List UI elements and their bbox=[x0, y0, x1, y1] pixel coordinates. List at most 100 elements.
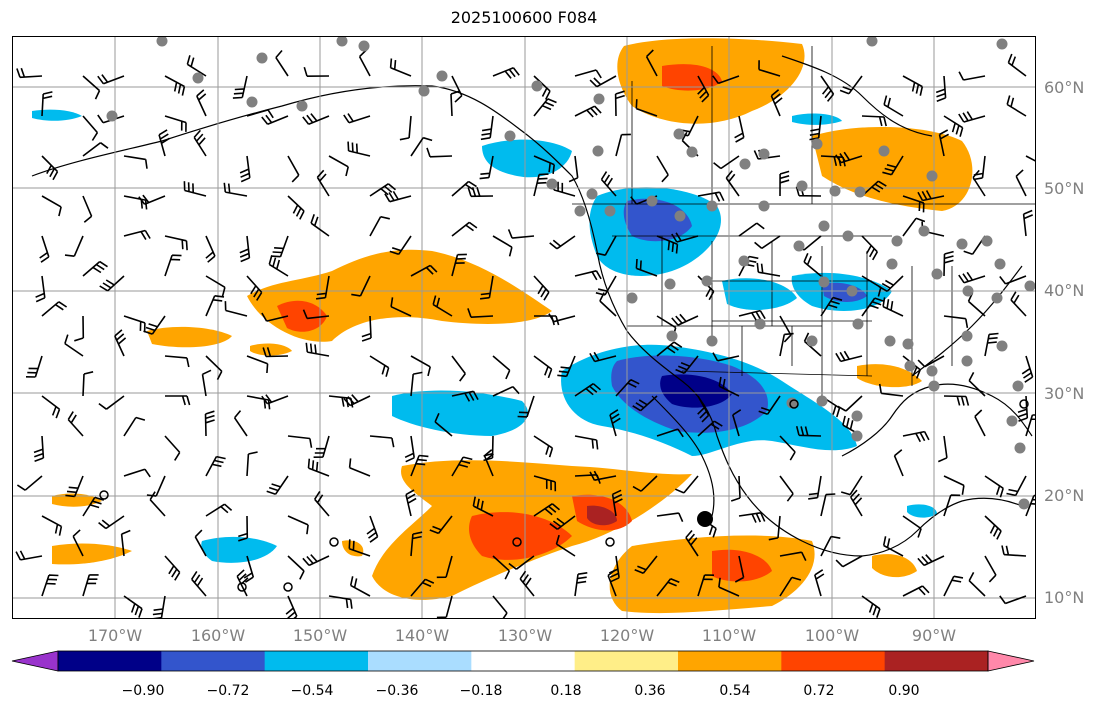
station-dot bbox=[674, 210, 686, 222]
wind-barb bbox=[410, 355, 431, 377]
wind-barb bbox=[285, 595, 298, 619]
station-dot bbox=[926, 170, 938, 182]
station-dot bbox=[996, 38, 1008, 50]
shade-cyan bbox=[32, 109, 82, 121]
wind-barb bbox=[1010, 291, 1027, 317]
station-dot bbox=[866, 36, 878, 47]
wind-barb bbox=[302, 554, 330, 567]
wind-barb bbox=[984, 555, 997, 583]
wind-barb bbox=[287, 555, 305, 580]
wind-barb bbox=[533, 435, 554, 458]
station-dot bbox=[686, 146, 698, 158]
wind-barb bbox=[64, 334, 84, 357]
coastlines bbox=[31, 55, 1033, 557]
shade-orange bbox=[250, 343, 292, 356]
shade-cyan bbox=[201, 536, 277, 563]
wind-barb bbox=[236, 569, 249, 597]
wind-barb bbox=[451, 221, 478, 237]
station-dot bbox=[504, 130, 516, 142]
wind-barb bbox=[164, 355, 190, 368]
wind-barb bbox=[232, 75, 248, 99]
colorbar-tick-label: −0.18 bbox=[459, 683, 503, 699]
wind-barb bbox=[820, 493, 836, 517]
wind-barb bbox=[275, 49, 289, 77]
station-dot bbox=[646, 195, 658, 207]
wind-barb bbox=[902, 75, 924, 96]
station-dot bbox=[829, 185, 841, 197]
wind-barb bbox=[902, 217, 926, 237]
wind-barb bbox=[1021, 355, 1034, 383]
wind-barb bbox=[984, 332, 999, 357]
wind-barb bbox=[779, 551, 807, 561]
lon-label-160w: 160°W bbox=[190, 626, 246, 645]
lon-label-170w: 170°W bbox=[87, 626, 143, 645]
wind-barb bbox=[615, 133, 631, 157]
wind-barb bbox=[635, 99, 658, 117]
wind-barb bbox=[434, 412, 453, 437]
wind-barb bbox=[878, 383, 904, 397]
shade-cyan bbox=[392, 390, 528, 436]
wind-barb bbox=[271, 235, 289, 258]
wind-barb bbox=[164, 435, 181, 461]
positive-anomaly-regions bbox=[52, 38, 973, 614]
wind-barb bbox=[479, 155, 494, 180]
wind-barb bbox=[328, 595, 353, 609]
station-dot bbox=[1018, 498, 1030, 510]
wind-barb bbox=[533, 503, 561, 517]
station-dot bbox=[436, 70, 448, 82]
shade-orange bbox=[52, 543, 132, 565]
colorbar-tick-label: −0.90 bbox=[121, 683, 165, 699]
open-circle-marker bbox=[512, 537, 522, 547]
wind-barb bbox=[779, 170, 790, 197]
station-dot bbox=[106, 110, 118, 122]
wind-barb bbox=[287, 195, 305, 220]
wind-barb bbox=[287, 155, 300, 183]
wind-barb bbox=[958, 71, 986, 81]
station-dot bbox=[701, 275, 713, 287]
wind-barb bbox=[820, 535, 841, 557]
wind-barb bbox=[840, 475, 863, 496]
wind-barb bbox=[943, 494, 961, 517]
wind-barb bbox=[436, 555, 453, 579]
wind-barb bbox=[302, 309, 330, 320]
colorbar-outline bbox=[57, 650, 989, 672]
wind-barb bbox=[82, 195, 93, 223]
wind-barb bbox=[451, 75, 463, 103]
wind-barb bbox=[599, 292, 617, 317]
wind-barb bbox=[72, 529, 84, 557]
wind-barb bbox=[837, 395, 863, 412]
wind-barb bbox=[450, 90, 461, 117]
shade-redorange bbox=[469, 512, 572, 560]
wind-barb bbox=[149, 491, 166, 517]
station-dot bbox=[192, 72, 204, 84]
wind-barb bbox=[451, 456, 473, 477]
station-dot bbox=[246, 96, 258, 108]
wind-barb bbox=[390, 297, 412, 317]
wind-barb bbox=[943, 115, 964, 137]
colorbar-tick-label: −0.54 bbox=[290, 683, 334, 699]
wind-barb bbox=[41, 574, 59, 597]
wind-barb bbox=[902, 195, 925, 213]
wind-barb bbox=[902, 515, 922, 538]
wind-barb bbox=[204, 410, 215, 437]
wind-barb bbox=[574, 105, 602, 118]
wind-barb bbox=[492, 385, 520, 397]
wind-barb bbox=[734, 555, 745, 583]
wind-barb bbox=[492, 595, 508, 619]
wind-barb bbox=[596, 235, 617, 256]
wind-barb bbox=[492, 355, 511, 380]
wind-barb bbox=[399, 115, 412, 141]
station-dot bbox=[818, 220, 830, 232]
wind-barb bbox=[472, 496, 494, 517]
wind-barb bbox=[205, 355, 223, 380]
wind-barb bbox=[436, 595, 453, 619]
wind-barb bbox=[533, 173, 549, 197]
wind-barb bbox=[16, 475, 43, 491]
station-dot bbox=[996, 340, 1008, 352]
wind-barb bbox=[410, 371, 423, 397]
wind-barb bbox=[533, 155, 555, 174]
station-dot bbox=[336, 36, 348, 47]
station-dot bbox=[673, 128, 685, 140]
wind-barb bbox=[123, 468, 151, 478]
wind-barb bbox=[861, 115, 887, 127]
